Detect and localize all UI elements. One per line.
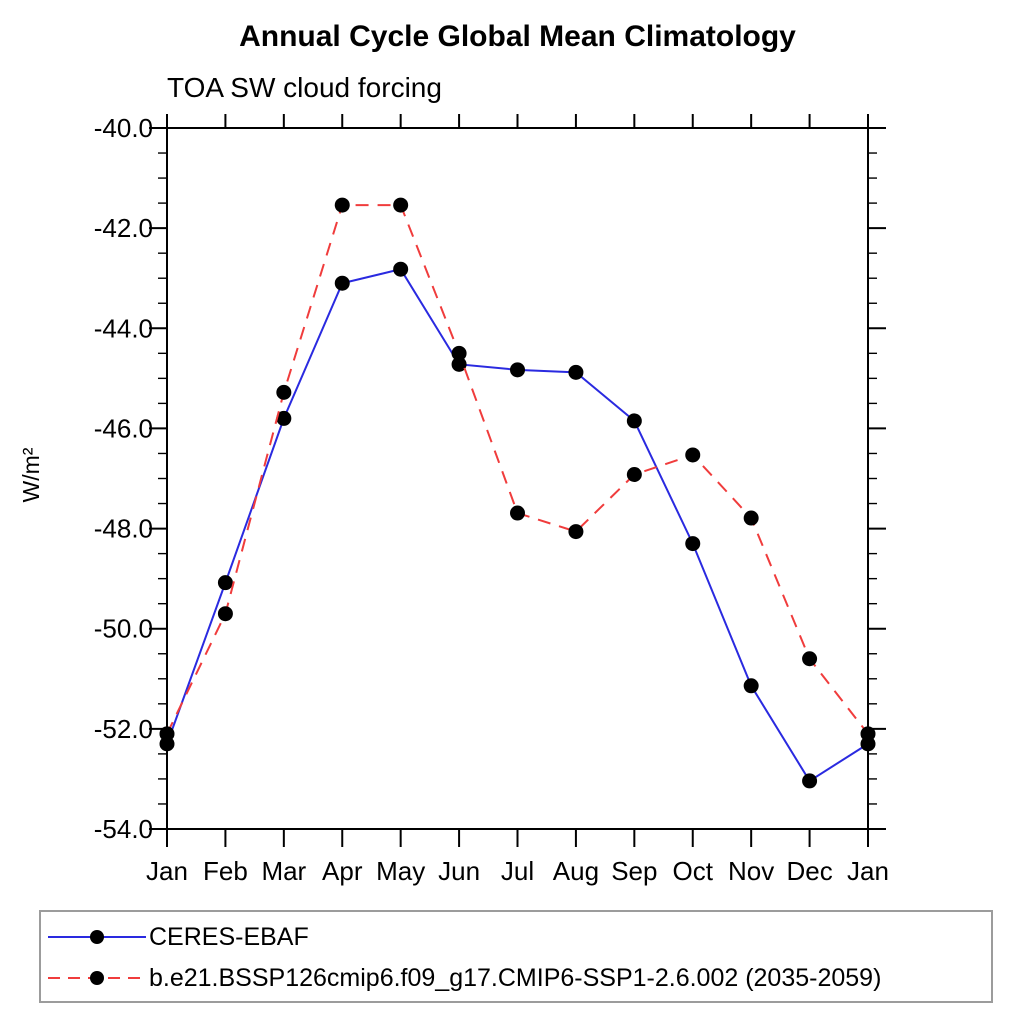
- x-tick-label: Jan: [847, 856, 889, 886]
- data-point-marker: [802, 651, 818, 667]
- x-tick-label: Jul: [501, 856, 534, 886]
- x-tick-label: Jan: [146, 856, 188, 886]
- data-point-marker: [626, 413, 642, 429]
- legend-solid-line-icon: [48, 930, 146, 944]
- x-tick-label: Sep: [611, 856, 657, 886]
- data-point-marker: [334, 197, 350, 213]
- data-point-marker: [568, 524, 584, 540]
- x-tick-label: Jun: [438, 856, 480, 886]
- x-tick-label: Feb: [203, 856, 248, 886]
- legend-item-ceres-ebaf: CERES-EBAF: [47, 922, 309, 952]
- data-point-marker: [510, 505, 525, 521]
- y-tick-label: -40.0: [94, 113, 153, 143]
- data-point-marker: [334, 275, 350, 291]
- series-line-model-run: [166, 204, 869, 735]
- chart-title: Annual Cycle Global Mean Climatology: [239, 20, 796, 53]
- data-point-marker: [860, 726, 876, 742]
- axis-frame: [166, 127, 869, 830]
- data-point-marker: [743, 510, 759, 526]
- y-tick-label: -46.0: [94, 413, 153, 443]
- x-tick-label: Oct: [673, 856, 714, 886]
- y-tick-label: -54.0: [94, 814, 153, 844]
- legend-item-model-run: b.e21.BSSP126cmip6.f09_g17.CMIP6-SSP1-2.…: [47, 963, 881, 993]
- data-point-marker: [685, 447, 701, 463]
- legend-label-model-run: b.e21.BSSP126cmip6.f09_g17.CMIP6-SSP1-2.…: [149, 963, 882, 992]
- data-point-marker: [217, 575, 233, 591]
- x-tick-label: May: [376, 856, 425, 886]
- x-tick-label: Nov: [728, 856, 774, 886]
- data-point-marker: [685, 536, 701, 552]
- legend-label-ceres-ebaf: CERES-EBAF: [149, 922, 309, 951]
- data-point-marker: [393, 197, 409, 213]
- data-point-marker: [217, 606, 233, 622]
- y-tick-label: -50.0: [94, 614, 153, 644]
- x-tick-label: Dec: [786, 856, 832, 886]
- data-point-marker: [451, 356, 467, 372]
- data-point-marker: [568, 364, 584, 380]
- x-tick-label: Aug: [553, 856, 599, 886]
- data-point-marker: [276, 410, 292, 426]
- y-tick-label: -44.0: [94, 313, 153, 343]
- data-point-marker: [802, 773, 818, 789]
- y-tick-label: -52.0: [94, 714, 153, 744]
- x-tick-label: Mar: [261, 856, 306, 886]
- series-line-ceres-ebaf: [166, 268, 869, 783]
- data-point-marker: [451, 345, 467, 361]
- data-point-marker: [626, 466, 642, 482]
- legend-dashed-line-icon: [48, 971, 146, 985]
- data-point-marker: [159, 726, 175, 742]
- chart-subtitle: TOA SW cloud forcing: [167, 72, 442, 103]
- x-tick-label: Apr: [322, 856, 363, 886]
- data-point-marker: [393, 261, 409, 277]
- data-point-marker: [743, 678, 759, 694]
- y-tick-label: -42.0: [94, 213, 153, 243]
- data-point-marker: [276, 384, 292, 400]
- data-point-marker: [510, 362, 525, 378]
- legend-box: CERES-EBAF b.e21.BSSP126cmip6.f09_g17.CM…: [39, 910, 993, 1003]
- y-tick-label: -48.0: [94, 514, 153, 544]
